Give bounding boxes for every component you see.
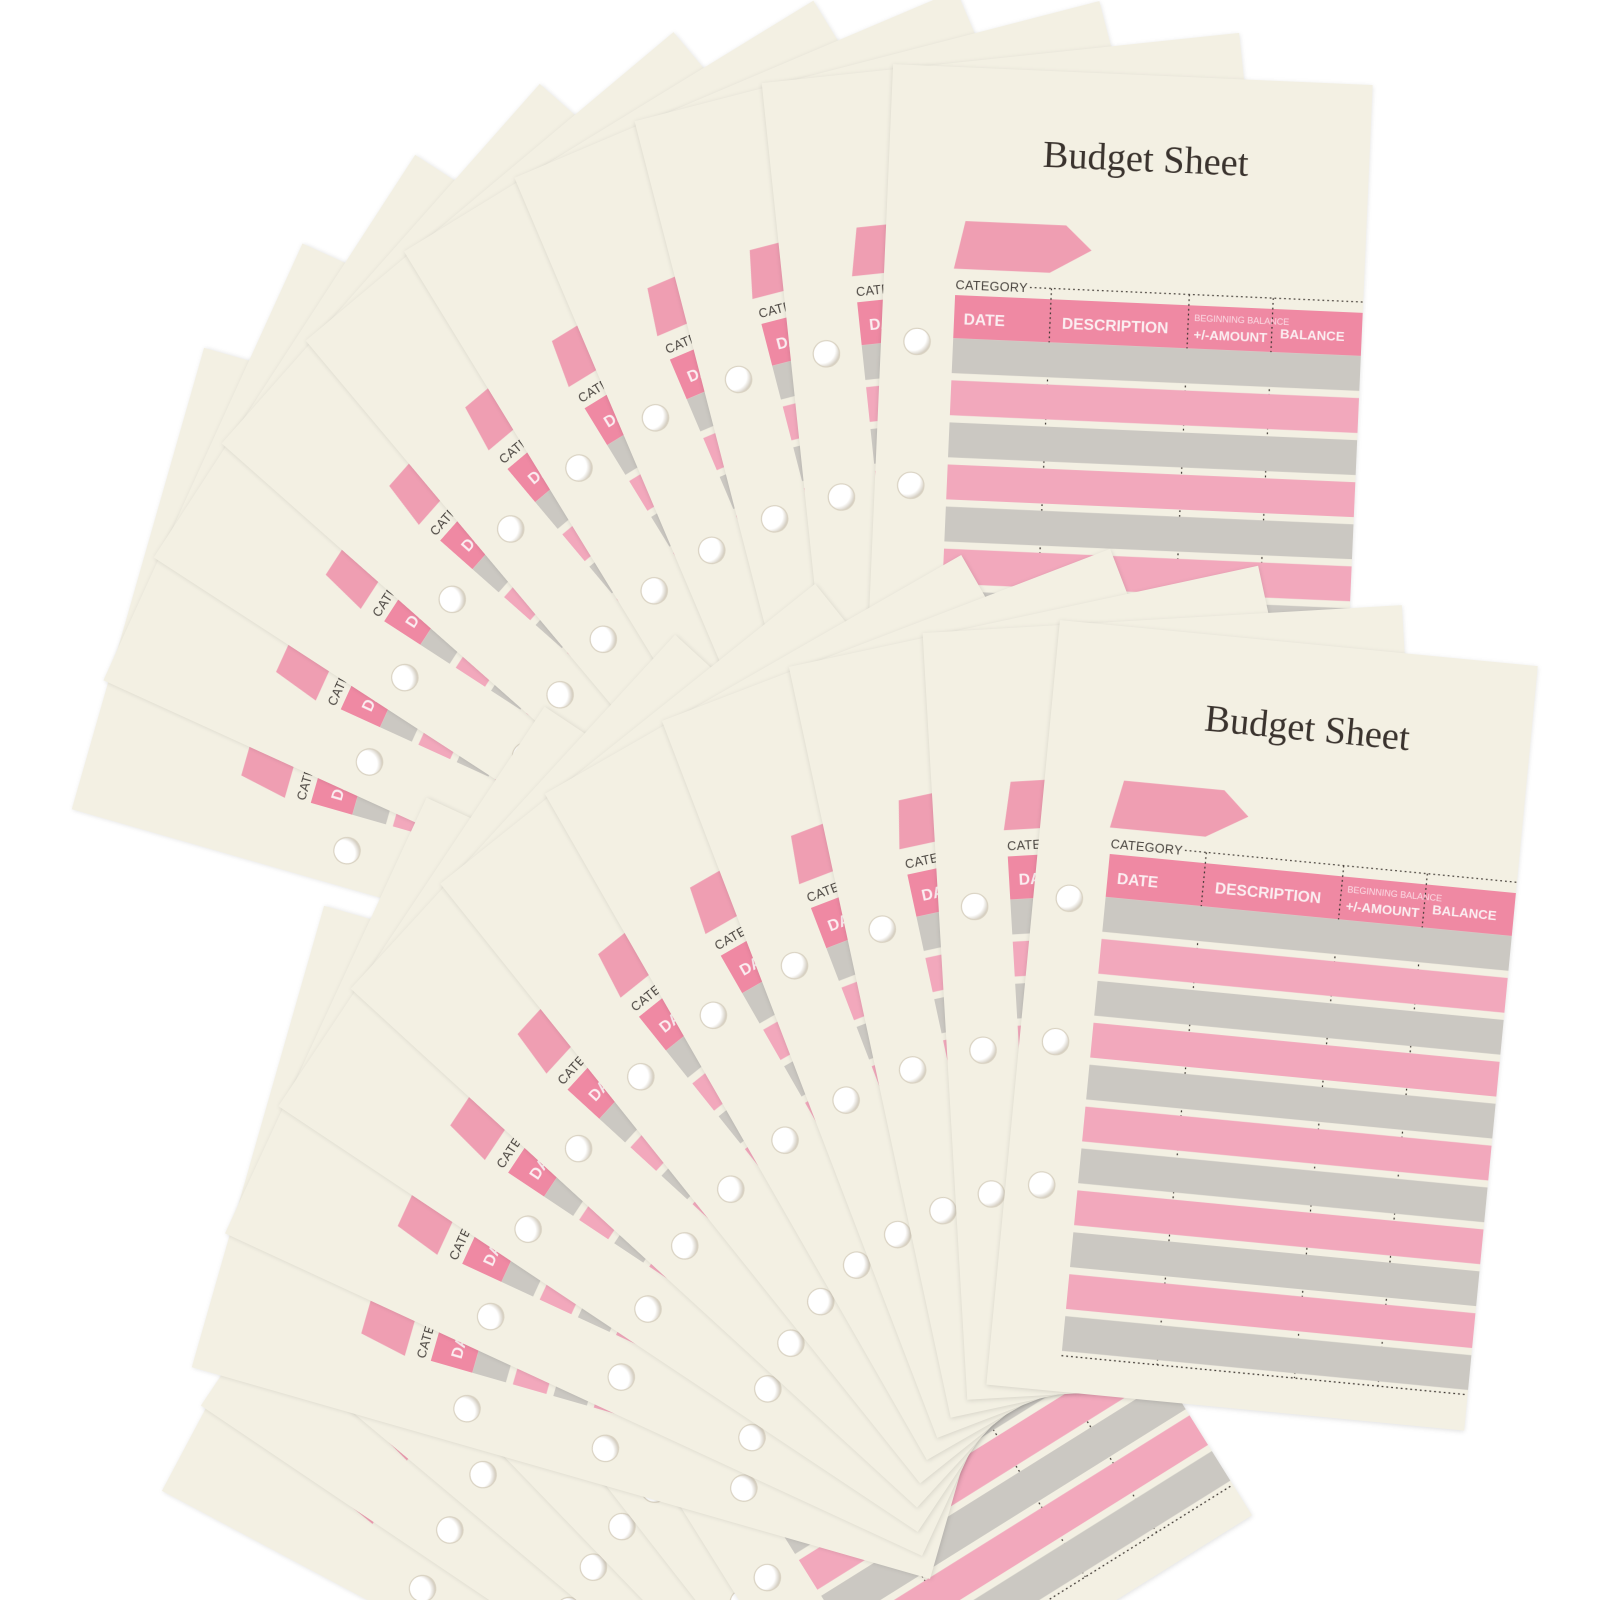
- svg-text:DATE: DATE: [963, 312, 1005, 331]
